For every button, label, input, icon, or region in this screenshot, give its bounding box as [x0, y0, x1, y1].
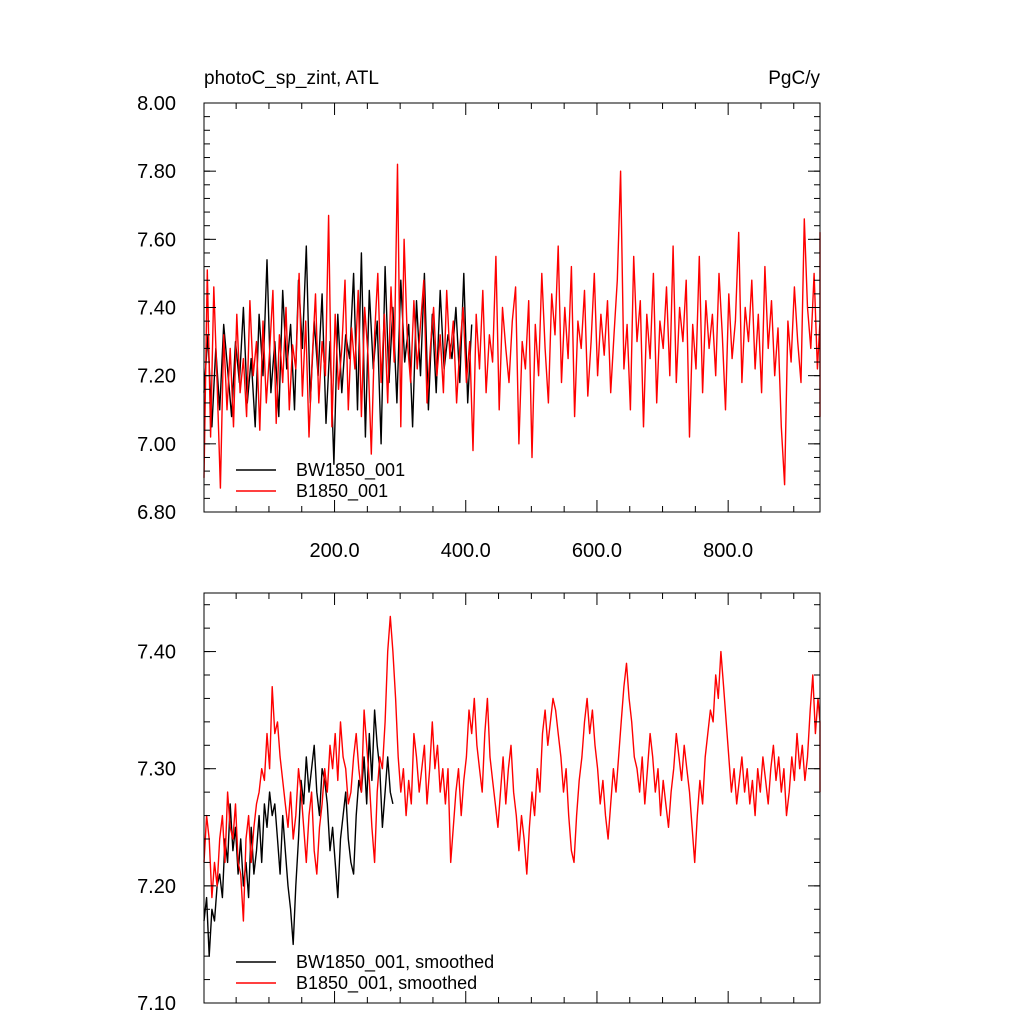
bottom-series-group — [203, 615, 821, 957]
top-series-line-b1850 — [203, 163, 821, 489]
top-plot-frame — [203, 102, 821, 513]
bottom-y-tick-label: 7.30 — [137, 759, 176, 781]
bottom-y-tick-label: 7.40 — [137, 642, 176, 664]
top-axes: 6.80 7.00 7.20 7.40 7.60 7.80 8.00 200.0 400.0 60… — [137, 93, 820, 562]
top-y-tick-label: 7.80 — [137, 161, 176, 183]
legend-label-b1850: B1850_001 — [296, 481, 388, 502]
bottom-series-line-b1850 — [203, 615, 821, 922]
top-series-group — [203, 163, 821, 489]
bottom-panel: 7.10 7.20 7.30 7.40 BW1850_001, smoothed B1… — [137, 592, 821, 1015]
bottom-legend: BW1850_001, smoothed B1850_001, smoothed — [236, 952, 494, 994]
bottom-y-tick-label: 7.20 — [137, 876, 176, 898]
top-y-tick-label: 7.40 — [137, 298, 176, 320]
bottom-plot-frame — [203, 592, 821, 1004]
legend-label-b1850-smoothed: B1850_001, smoothed — [296, 973, 477, 994]
top-y-tick-label: 7.60 — [137, 229, 176, 251]
legend-label-bw1850-smoothed: BW1850_001, smoothed — [296, 952, 494, 973]
top-y-tick-label: 7.00 — [137, 434, 176, 456]
top-y-tick-label: 6.80 — [137, 502, 176, 524]
panel-title-left: photoC_sp_zint, ATL — [204, 68, 379, 89]
top-x-tick-label: 800.0 — [703, 540, 753, 562]
top-y-tick-label: 7.20 — [137, 366, 176, 388]
top-panel: photoC_sp_zint, ATL PgC/y 6.80 7.00 7.20 7.… — [137, 68, 821, 562]
legend-label-bw1850: BW1850_001 — [296, 460, 405, 481]
top-x-tick-label: 600.0 — [572, 540, 622, 562]
bottom-axes: 7.10 7.20 7.30 7.40 — [137, 593, 820, 1015]
top-y-tick-label: 8.00 — [137, 93, 176, 115]
top-legend: BW1850_001 B1850_001 — [236, 460, 405, 502]
bottom-y-tick-label: 7.10 — [137, 993, 176, 1015]
bottom-series-line-bw1850 — [203, 709, 394, 957]
top-x-tick-label: 200.0 — [310, 540, 360, 562]
panel-title-right: PgC/y — [768, 68, 820, 89]
top-x-tick-label: 400.0 — [441, 540, 491, 562]
top-series-line-bw1850 — [203, 245, 473, 465]
